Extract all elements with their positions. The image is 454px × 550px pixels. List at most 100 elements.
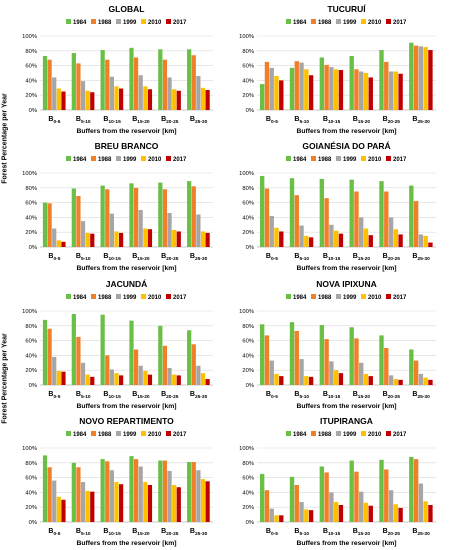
bar-1984	[409, 349, 414, 385]
bar-1988	[133, 57, 139, 110]
bar-2010	[393, 379, 399, 385]
x-axis-label: Buffers from the reservoir [km]	[76, 540, 176, 547]
bar-1988	[384, 348, 389, 385]
bar-2010	[304, 509, 309, 522]
legend-label: 2010	[148, 157, 162, 163]
bar-1999	[299, 225, 304, 247]
x-tick-label: B25-30	[190, 116, 208, 125]
bar-1984	[42, 319, 48, 385]
x-tick-label: B15-20	[353, 116, 371, 125]
bar-1988	[47, 203, 52, 247]
bar-2017	[398, 379, 403, 385]
x-tick-label: B10-15	[323, 116, 341, 125]
bar-1988	[162, 345, 168, 385]
bar-1984	[349, 55, 354, 110]
x-tick-label: B20-25	[161, 391, 179, 400]
bar-2017	[205, 379, 210, 385]
bar-2010	[85, 374, 90, 385]
bar-2010	[114, 482, 119, 522]
legend-label: 1984	[73, 157, 87, 163]
legend-swatch	[66, 156, 71, 161]
bar-1988	[413, 360, 419, 385]
x-tick-label: B5-10	[76, 528, 91, 537]
legend-swatch	[91, 156, 96, 161]
x-axis-label: Buffers from the reservoir [km]	[76, 265, 176, 272]
bar-1988	[294, 330, 299, 385]
x-tick-label: B20-25	[383, 391, 401, 400]
bar-1999	[138, 466, 143, 522]
legend-label: 2010	[368, 157, 382, 163]
bar-1988	[47, 328, 52, 385]
legend-label: 1999	[343, 157, 357, 163]
legend-label: 1984	[293, 20, 307, 26]
bar-2017	[176, 487, 181, 522]
bar-1988	[76, 336, 81, 385]
bar-1999	[80, 81, 86, 110]
x-tick-label: B5-10	[294, 528, 309, 537]
bar-1988	[294, 195, 299, 247]
y-tick-label: 0%	[29, 245, 37, 251]
bar-1999	[418, 373, 424, 385]
bar-1999	[52, 228, 57, 247]
bar-1984	[259, 324, 265, 385]
bar-1984	[129, 456, 134, 522]
y-tick-label: 40%	[242, 490, 254, 496]
bar-2010	[423, 235, 428, 247]
y-tick-label: 80%	[242, 461, 254, 467]
x-tick-label: B10-15	[323, 528, 341, 537]
legend-label: 1984	[293, 432, 307, 438]
bar-2010	[363, 373, 369, 385]
bar-2010	[114, 231, 119, 247]
x-tick-label: B20-25	[161, 116, 179, 125]
bar-1984	[129, 47, 134, 110]
bar-1999	[138, 365, 143, 385]
bar-1984	[409, 185, 414, 247]
bar-2010	[172, 485, 177, 522]
bar-1999	[329, 492, 334, 522]
bar-2017	[398, 234, 403, 247]
x-tick-label: B15-20	[132, 253, 150, 262]
bar-2010	[274, 515, 279, 522]
bar-2010	[363, 73, 369, 110]
y-tick-label: 80%	[25, 324, 37, 330]
chart-panel: GOIANÉSIA DO PARÁ 1984 1988 1999 2010 2017 0% 2…	[239, 141, 436, 272]
legend-label: 2010	[368, 20, 382, 26]
y-tick-label: 100%	[239, 309, 254, 315]
bar-2017	[308, 75, 314, 110]
bar-2010	[274, 227, 279, 247]
bar-1999	[52, 356, 57, 385]
bar-1988	[105, 355, 110, 385]
bar-2017	[368, 77, 373, 110]
bar-2017	[338, 373, 344, 385]
y-tick-label: 100%	[239, 171, 254, 177]
bar-2017	[205, 90, 210, 110]
legend-label: 1999	[343, 20, 357, 26]
y-tick-label: 60%	[25, 339, 37, 345]
x-tick-label: B0-5	[266, 391, 278, 400]
bar-2010	[114, 373, 119, 385]
bar-1984	[100, 459, 105, 522]
bar-1984	[379, 335, 384, 385]
bar-1984	[409, 456, 414, 522]
bar-1988	[76, 63, 81, 110]
legend-swatch	[361, 19, 366, 24]
bar-2017	[428, 50, 433, 110]
legend-label: 1988	[318, 20, 332, 26]
legend-swatch	[361, 156, 366, 161]
bar-1999	[109, 369, 114, 385]
x-tick-label: B10-15	[103, 116, 121, 125]
x-tick-label: B10-15	[103, 391, 121, 400]
bar-2017	[368, 376, 373, 385]
legend-swatch	[311, 294, 316, 299]
legend-label: 1988	[318, 295, 332, 301]
legend-label: 2010	[148, 20, 162, 26]
bar-2010	[333, 370, 339, 385]
bar-1999	[167, 212, 172, 247]
bar-1988	[47, 467, 52, 522]
legend-label: 2017	[393, 157, 407, 163]
x-tick-label: B25-30	[190, 391, 208, 400]
chart-panel: GLOBAL 1984 1988 1999 2010 2017 0% 20% 40% 60% 80%…	[22, 4, 213, 135]
bar-1984	[187, 49, 192, 110]
bar-2017	[147, 485, 153, 522]
